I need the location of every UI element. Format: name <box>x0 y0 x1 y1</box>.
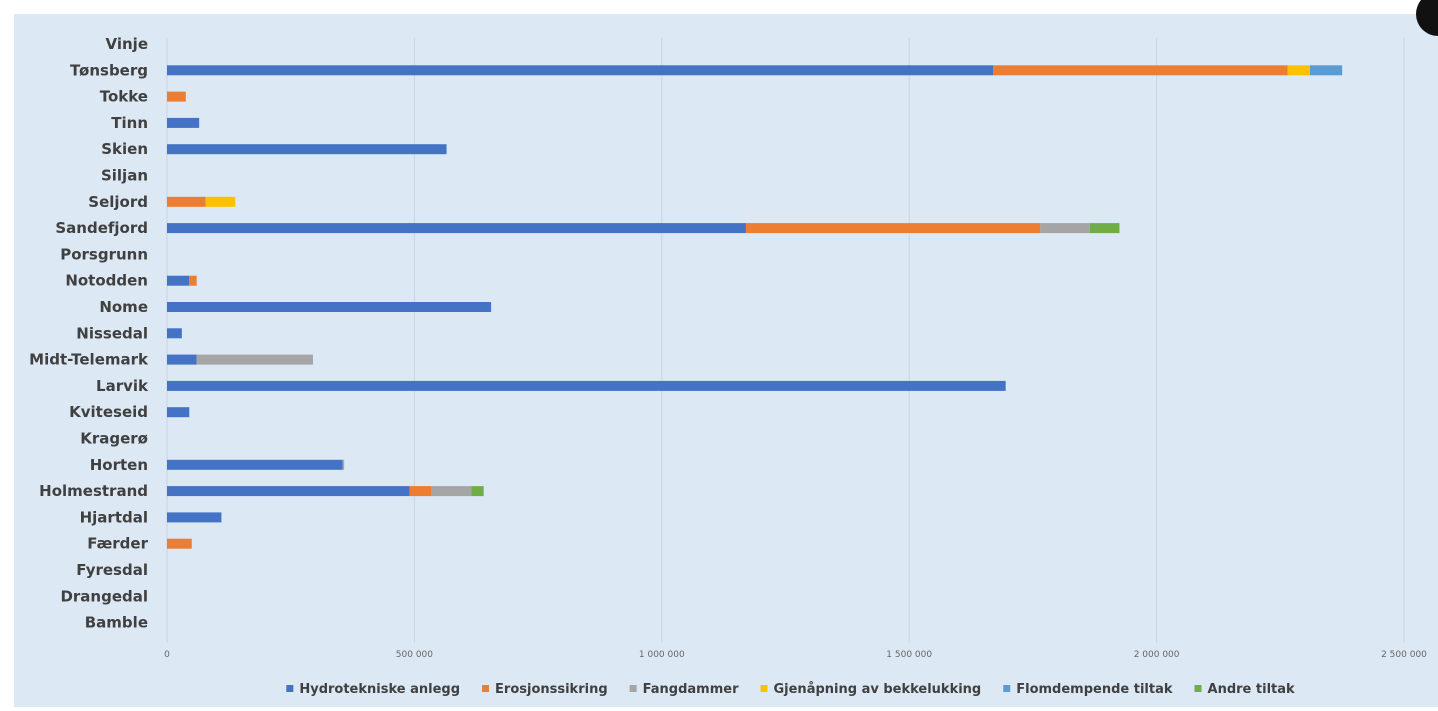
legend-label: Gjenåpning av bekkelukking <box>773 682 981 697</box>
bar-segment-horten-hydrotekniske-anlegg <box>167 459 343 470</box>
legend-swatch <box>286 685 294 692</box>
bar-segment-notodden-hydrotekniske-anlegg <box>167 275 190 286</box>
legend-item-hydrotekniske-anlegg: Hydrotekniske anlegg <box>286 682 460 697</box>
bars <box>167 65 1343 549</box>
category-label-faerder: Færder <box>87 535 148 553</box>
category-label-notodden: Notodden <box>65 272 148 290</box>
legend-swatch <box>482 685 490 692</box>
bar-segment-sandefjord-andre-tiltak <box>1089 223 1120 234</box>
x-tick-label: 500 000 <box>396 650 433 660</box>
category-label-kviteseid: Kviteseid <box>69 403 148 421</box>
category-label-skien: Skien <box>101 140 148 158</box>
category-label-tinn: Tinn <box>111 114 148 132</box>
category-label-nissedal: Nissedal <box>76 324 148 342</box>
category-label-tonsberg: Tønsberg <box>70 61 148 79</box>
legend-swatch <box>1003 685 1011 692</box>
category-label-midt-telemark: Midt-Telemark <box>29 351 149 369</box>
bar-segment-holmestrand-hydrotekniske-anlegg <box>167 486 410 497</box>
chart-panel: Vinje Tønsberg Tokke Tinn Skien Siljan Seljord… <box>14 0 1438 707</box>
category-label-larvik: Larvik <box>96 377 149 395</box>
legend-swatch <box>629 685 637 692</box>
category-label-siljan: Siljan <box>101 167 148 185</box>
bar-segment-hjartdal-hydrotekniske-anlegg <box>167 512 222 523</box>
bar-segment-seljord-gjenapning-av-bekkelukking <box>205 196 236 207</box>
corner-badge-icon <box>1416 0 1438 36</box>
legend-label: Andre tiltak <box>1208 682 1295 697</box>
legend-item-gjenapning-av-bekkelukking: Gjenåpning av bekkelukking <box>760 682 981 697</box>
bar-segment-sandefjord-hydrotekniske-anlegg <box>167 223 746 234</box>
x-tick-label: 2 500 000 <box>1381 650 1427 660</box>
bar-segment-midt-telemark-hydrotekniske-anlegg <box>167 354 197 365</box>
bar-segment-tokke-erosjonssikring <box>167 91 186 102</box>
legend-item-flomdempende-tiltak: Flomdempende tiltak <box>1003 682 1173 697</box>
category-label-holmestrand: Holmestrand <box>39 482 148 500</box>
bar-segment-tonsberg-hydrotekniske-anlegg <box>167 65 994 76</box>
category-label-fyresdal: Fyresdal <box>76 561 148 579</box>
bar-segment-faerder-erosjonssikring <box>167 538 192 549</box>
category-label-nome: Nome <box>99 298 148 316</box>
category-label-vinje: Vinje <box>106 35 148 53</box>
x-tick-label: 0 <box>164 650 170 660</box>
grid-lines <box>166 38 1405 643</box>
legend-label: Erosjonssikring <box>495 682 608 697</box>
bar-segment-holmestrand-fangdammer <box>431 486 472 497</box>
legend-label: Flomdempende tiltak <box>1016 682 1173 697</box>
value-axis: 0 500 000 1 000 000 1 500 000 2 000 000 2 500… <box>164 650 1427 660</box>
x-tick-label: 1 500 000 <box>886 650 932 660</box>
bar-segment-kviteseid-hydrotekniske-anlegg <box>167 407 190 418</box>
bar-segment-tonsberg-erosjonssikring <box>993 65 1288 76</box>
bar-segment-notodden-erosjonssikring <box>189 275 197 286</box>
bar-segment-nissedal-hydrotekniske-anlegg <box>167 328 182 339</box>
category-label-kragero: Kragerø <box>80 430 148 448</box>
category-label-seljord: Seljord <box>88 193 148 211</box>
bar-segment-skien-hydrotekniske-anlegg <box>167 144 447 155</box>
legend-label: Fangdammer <box>643 682 739 697</box>
category-axis: Vinje Tønsberg Tokke Tinn Skien Siljan Seljord… <box>29 35 149 632</box>
legend-label: Hydrotekniske anlegg <box>299 682 460 697</box>
category-label-porsgrunn: Porsgrunn <box>60 245 148 263</box>
category-label-bamble: Bamble <box>85 614 148 632</box>
x-tick-label: 1 000 000 <box>639 650 685 660</box>
legend-item-erosjonssikring: Erosjonssikring <box>482 682 608 697</box>
category-label-sandefjord: Sandefjord <box>55 219 148 237</box>
bar-segment-larvik-hydrotekniske-anlegg <box>167 380 1006 391</box>
bar-segment-nome-hydrotekniske-anlegg <box>167 302 492 312</box>
category-label-horten: Horten <box>90 456 148 474</box>
bar-segment-tonsberg-gjenapning-av-bekkelukking <box>1287 65 1310 76</box>
legend-item-fangdammer: Fangdammer <box>629 682 739 697</box>
bar-chart: Vinje Tønsberg Tokke Tinn Skien Siljan Seljord… <box>29 35 1427 697</box>
bar-segment-seljord-erosjonssikring <box>167 196 206 207</box>
bar-segment-tinn-hydrotekniske-anlegg <box>167 117 200 128</box>
legend: Hydrotekniske anlegg Erosjonssikring Fangd… <box>286 682 1295 697</box>
legend-swatch <box>760 685 768 692</box>
bar-segment-tonsberg-flomdempende-tiltak <box>1309 65 1343 76</box>
bar-segment-sandefjord-erosjonssikring <box>745 223 1041 234</box>
category-label-drangedal: Drangedal <box>60 587 148 605</box>
bar-segment-holmestrand-andre-tiltak <box>471 486 484 497</box>
bar-segment-horten-fangdammer <box>342 459 345 470</box>
x-tick-label: 2 000 000 <box>1134 650 1180 660</box>
legend-item-andre-tiltak: Andre tiltak <box>1194 682 1295 697</box>
bar-segment-holmestrand-erosjonssikring <box>409 486 432 497</box>
bar-segment-midt-telemark-fangdammer <box>196 354 313 365</box>
category-label-tokke: Tokke <box>100 88 148 106</box>
bar-segment-sandefjord-fangdammer <box>1040 223 1090 234</box>
category-label-hjartdal: Hjartdal <box>80 508 148 526</box>
legend-swatch <box>1194 685 1202 692</box>
